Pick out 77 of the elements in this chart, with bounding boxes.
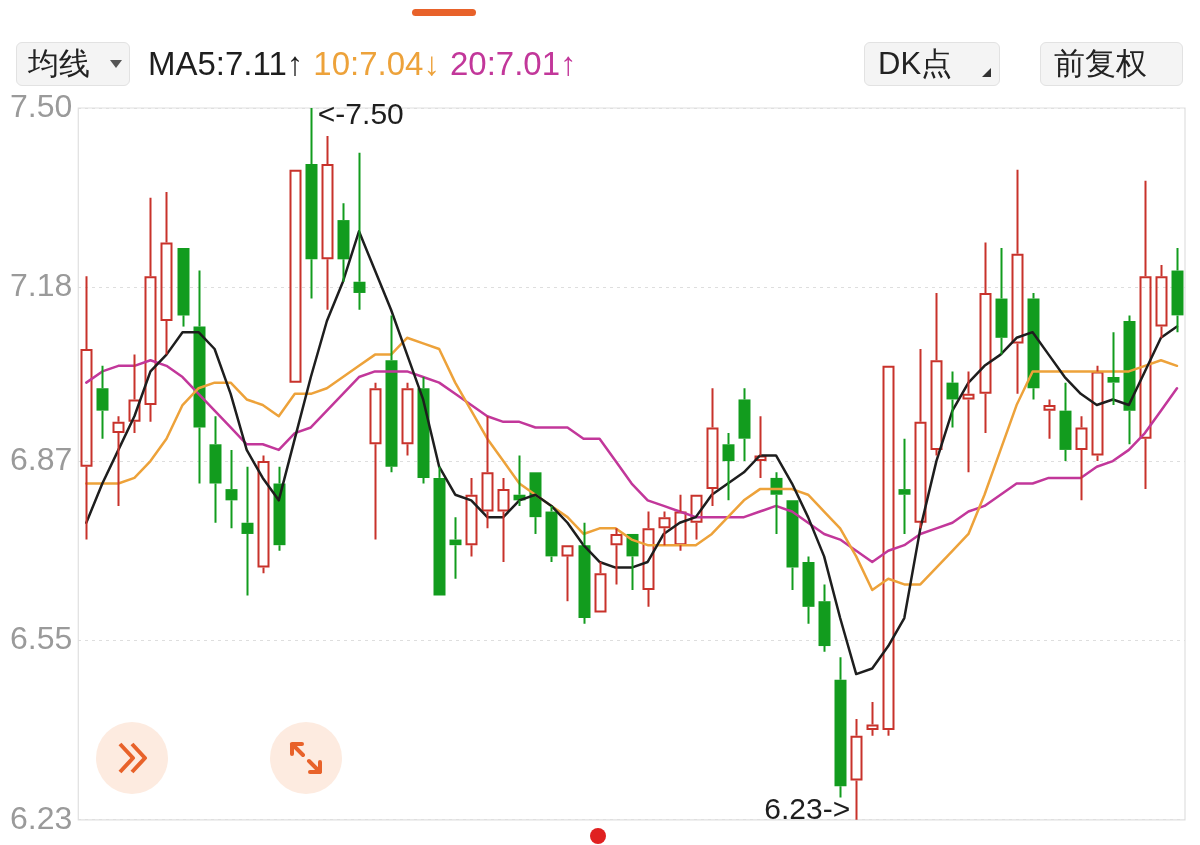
candlestick (433, 465, 446, 596)
candlestick (674, 493, 687, 552)
candlestick (1011, 168, 1024, 395)
candlestick (1155, 263, 1168, 339)
candlestick (96, 364, 109, 440)
candlestick (995, 247, 1008, 356)
candlestick (1107, 331, 1120, 407)
candlestick (545, 504, 558, 563)
candlestick (962, 370, 975, 474)
candlestick (160, 191, 173, 356)
text: 前复权 (1054, 45, 1147, 83)
candlestick (930, 291, 943, 457)
candlestick (225, 448, 238, 530)
y-tick-label: 6.23 (10, 799, 73, 836)
candlestick (112, 415, 125, 507)
candlestick (401, 381, 414, 457)
text: 均线 (28, 45, 90, 83)
candlestick (850, 717, 863, 821)
candlestick (241, 465, 254, 597)
candlestick (754, 415, 767, 479)
candlestick (273, 465, 286, 552)
candlestick (369, 381, 382, 541)
candlestick (1139, 179, 1152, 491)
candlestick (642, 510, 655, 608)
text: 20:7.01↑ (449, 45, 577, 83)
candlestick (898, 437, 911, 535)
candlestick (594, 560, 607, 613)
candlestick (882, 365, 895, 737)
text: 10:7.04↓ (313, 45, 440, 83)
y-tick-label: 7.18 (10, 267, 73, 304)
annotation: <-7.50 (317, 97, 404, 131)
y-tick-label: 6.87 (10, 440, 73, 477)
candlestick (818, 583, 831, 653)
candlestick (658, 510, 671, 547)
candlestick (209, 415, 222, 524)
y-tick-label: 7.50 (10, 87, 73, 124)
candlestick (834, 656, 847, 799)
candlestick (417, 376, 430, 485)
candlestick (706, 387, 719, 507)
candlestick (337, 202, 350, 283)
text: MA5:7.11↑ (148, 45, 304, 83)
candlestick (305, 107, 318, 300)
annotation: 6.23-> (764, 792, 851, 826)
candlestick (1043, 398, 1056, 440)
candlestick (497, 476, 510, 563)
candlestick (1091, 364, 1104, 463)
candlestick (1027, 291, 1040, 401)
candlestick (802, 555, 815, 625)
candlestick (385, 314, 398, 474)
candlestick (80, 275, 93, 541)
candlestick (529, 472, 542, 535)
candlestick (979, 241, 992, 435)
candlestick (177, 248, 190, 328)
candlestick (610, 527, 623, 586)
candlestick (1171, 247, 1184, 334)
candlestick (481, 415, 494, 530)
candlestick (1075, 415, 1088, 502)
candlestick (946, 370, 959, 429)
candlestick (257, 454, 270, 575)
candlestick (321, 135, 334, 311)
candlestick (866, 701, 879, 737)
candlestick (738, 387, 751, 463)
candlestick (1059, 381, 1072, 463)
y-tick-label: 6.55 (10, 620, 73, 657)
candlestick (690, 494, 703, 541)
candlestick (193, 269, 206, 485)
candlestick (144, 196, 157, 423)
candlestick (1123, 314, 1136, 446)
candlestick (578, 521, 591, 625)
candlestick (128, 353, 141, 435)
candlestick (353, 151, 366, 311)
candlestick (465, 476, 478, 558)
candlestick (449, 516, 462, 580)
candlestick (722, 432, 735, 502)
candlestick (561, 545, 574, 603)
candlestick (914, 348, 927, 530)
text: DK点 (878, 45, 953, 83)
